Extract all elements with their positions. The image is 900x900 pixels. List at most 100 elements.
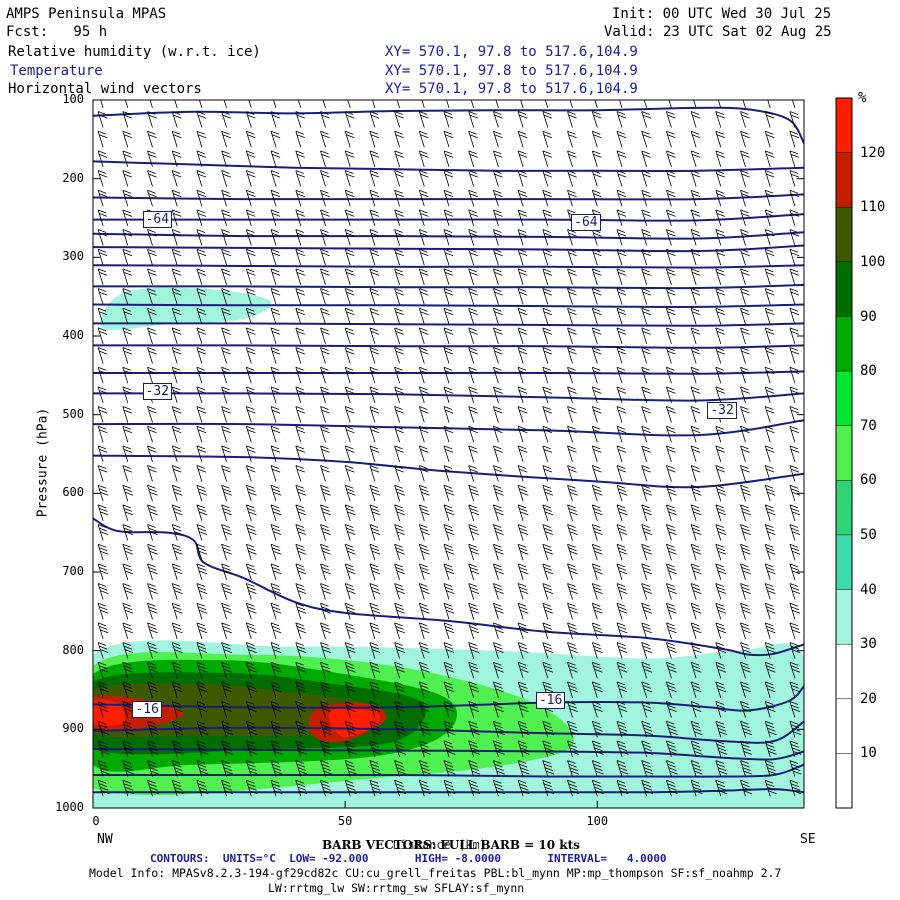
wind-barb xyxy=(270,661,282,679)
wind-barb xyxy=(493,760,505,777)
wind-barb xyxy=(147,740,159,758)
wind-barb xyxy=(196,406,207,423)
wind-barb xyxy=(147,622,158,640)
wind-barb xyxy=(394,170,404,187)
wind-barb xyxy=(270,740,283,758)
wind-barb xyxy=(764,150,775,168)
wind-barb xyxy=(295,583,307,600)
wind-barb xyxy=(97,268,108,286)
wind-barb xyxy=(715,524,727,541)
wind-barb xyxy=(616,189,627,207)
wind-barb xyxy=(493,701,504,718)
wind-barb xyxy=(764,563,776,581)
wind-barb xyxy=(295,563,307,581)
temperature-contour-10 xyxy=(93,344,804,349)
wind-barb xyxy=(369,170,380,187)
wind-barb xyxy=(517,720,530,738)
wind-barb xyxy=(789,170,800,187)
wind-barb xyxy=(418,661,430,679)
wind-barb xyxy=(97,661,109,679)
wind-barb xyxy=(616,209,627,227)
wind-barb xyxy=(147,642,158,659)
wind-barb xyxy=(97,189,108,207)
wind-barb xyxy=(171,602,183,620)
wind-barb xyxy=(616,307,627,325)
wind-barb xyxy=(690,642,702,659)
field-wind-xy: XY= 570.1, 97.8 to 517.6,104.9 xyxy=(385,81,638,97)
wind-barb xyxy=(666,642,677,659)
colorbar-tick-label: 80 xyxy=(860,363,877,380)
temperature-contour-4 xyxy=(93,231,804,240)
wind-barb xyxy=(591,622,603,640)
wind-barb xyxy=(147,484,158,502)
wind-barb xyxy=(517,189,528,207)
wind-barb xyxy=(740,740,752,758)
wind-barb xyxy=(468,720,481,738)
wind-barb xyxy=(764,445,775,463)
wind-barb xyxy=(567,130,577,148)
wind-barb xyxy=(591,642,603,659)
wind-barb xyxy=(369,111,380,128)
wind-barb xyxy=(122,229,133,246)
wind-barb xyxy=(171,760,184,777)
wind-barb xyxy=(97,563,109,581)
wind-barb xyxy=(221,288,231,305)
wind-barb xyxy=(320,229,330,246)
wind-barb xyxy=(196,720,209,738)
wind-barb xyxy=(542,288,553,305)
colorbar-tick-label: 20 xyxy=(860,690,877,707)
wind-barb xyxy=(295,111,306,128)
wind-barb xyxy=(122,720,135,738)
wind-barb xyxy=(295,189,306,207)
wind-barb xyxy=(690,701,702,718)
wind-barb xyxy=(443,484,455,502)
wind-barb xyxy=(122,130,133,148)
wind-barb xyxy=(740,602,751,620)
init-time: Init: 00 UTC Wed 30 Jul 25 xyxy=(612,6,832,22)
wind-barb xyxy=(690,484,702,502)
wind-barb xyxy=(369,720,382,738)
wind-barb xyxy=(715,189,726,207)
wind-barb xyxy=(171,425,182,443)
colorbar-swatch xyxy=(836,753,852,808)
wind-barb xyxy=(122,524,134,541)
wind-barb xyxy=(616,484,628,502)
wind-barb xyxy=(418,327,429,345)
wind-barb xyxy=(764,366,775,384)
wind-barb xyxy=(295,760,308,777)
wind-barb xyxy=(147,307,157,325)
wind-barb xyxy=(344,406,355,423)
wind-barb xyxy=(666,504,677,522)
wind-barb xyxy=(196,130,207,148)
contour-label: -32 xyxy=(707,401,737,419)
wind-barb xyxy=(97,347,108,364)
wind-barb xyxy=(171,347,182,364)
wind-barb xyxy=(196,366,207,384)
wind-barb xyxy=(690,543,702,561)
wind-barb xyxy=(443,111,454,128)
wind-barb xyxy=(394,720,407,738)
wind-barb xyxy=(542,622,554,640)
wind-barb xyxy=(245,484,257,502)
wind-barb xyxy=(443,642,455,659)
wind-barb xyxy=(122,701,134,718)
wind-barb xyxy=(641,642,653,659)
wind-barb xyxy=(740,406,750,423)
wind-barb xyxy=(122,681,134,699)
wind-barb xyxy=(344,602,356,620)
wind-barb xyxy=(666,602,677,620)
wind-barb xyxy=(295,366,306,384)
wind-barb xyxy=(270,366,281,384)
wind-barb xyxy=(641,543,653,561)
wind-barb xyxy=(147,602,158,620)
wind-barb xyxy=(418,347,429,364)
wind-barb xyxy=(344,504,356,522)
wind-barb xyxy=(493,229,503,246)
wind-barb xyxy=(542,425,553,443)
wind-barb xyxy=(221,307,231,325)
wind-barb xyxy=(394,504,405,522)
wind-barb xyxy=(270,563,282,581)
wind-barb xyxy=(122,288,133,305)
wind-barb xyxy=(443,720,456,738)
wind-barb xyxy=(616,504,628,522)
